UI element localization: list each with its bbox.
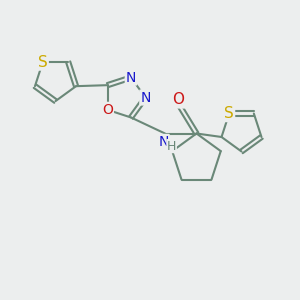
Text: S: S [38,55,48,70]
Text: O: O [172,92,184,107]
Text: N: N [140,91,151,104]
Text: O: O [102,103,113,117]
Text: N: N [126,70,136,85]
Text: S: S [224,106,234,121]
Text: H: H [167,140,176,153]
Text: N: N [158,135,169,149]
